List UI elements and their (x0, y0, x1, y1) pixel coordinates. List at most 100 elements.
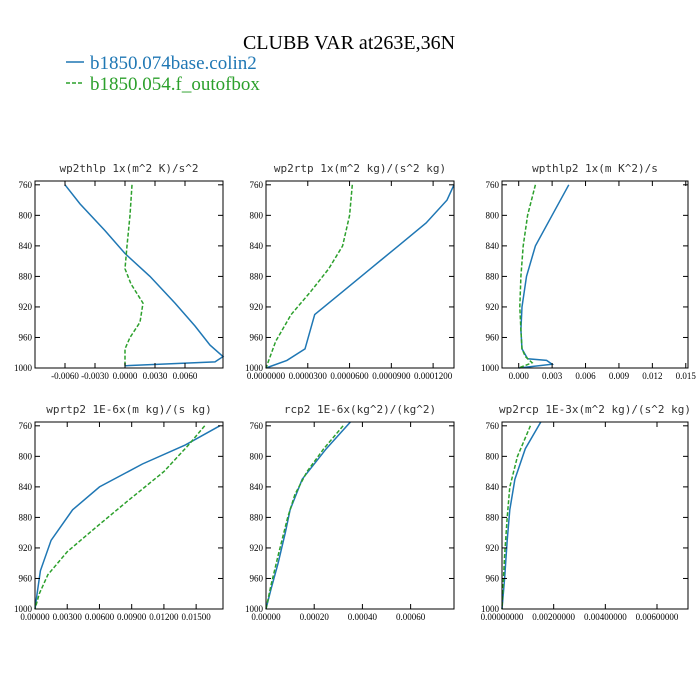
y-tick-label: 880 (250, 271, 264, 281)
x-tick-label: 0.009 (609, 371, 630, 381)
panel-title: wprtp2 1E-6x(m kg)/(s kg) (46, 403, 212, 416)
x-tick-label: 0.0000300 (289, 371, 328, 381)
x-tick-label: -0.0060 (51, 371, 79, 381)
x-tick-label: 0.0060 (173, 371, 198, 381)
plot-frame (501, 180, 689, 369)
y-tick-label: 960 (250, 332, 264, 342)
y-tick-label: 960 (19, 332, 33, 342)
x-tick-label: 0.0001200 (414, 371, 453, 381)
y-tick-label: 880 (19, 512, 33, 522)
y-tick-label: 880 (19, 271, 33, 281)
panel-title: wp2rtp 1x(m^2 kg)/(s^2 kg) (274, 162, 446, 175)
y-tick-label: 800 (19, 210, 33, 220)
series-line-1 (265, 184, 455, 369)
y-tick-label: 920 (250, 543, 264, 553)
y-tick-label: 800 (19, 451, 33, 461)
x-tick-label: -0.0030 (81, 371, 109, 381)
x-tick-label: 0.012 (642, 371, 662, 381)
x-tick-label: 0.00060 (396, 612, 426, 622)
y-tick-label: 800 (486, 451, 500, 461)
panel-6: wp2rcp 1E-3x(m^2 kg)/(s^2 kg) 760 800 840 88… (481, 403, 691, 622)
panel-4: wprtp2 1E-6x(m kg)/(s kg) 760 800 840 880 920… (14, 403, 224, 622)
x-tick-label: 0.006 (575, 371, 596, 381)
y-tick-label: 920 (486, 543, 500, 553)
x-tick-label: 0.00020 (300, 612, 330, 622)
series-line-2 (501, 425, 532, 610)
y-tick-label: 800 (250, 210, 264, 220)
series-line-1 (518, 184, 570, 369)
x-tick-label: 0.00200000 (532, 612, 575, 622)
panels: wp2thlp 1x(m^2 K)/s^2 760 800 840 880 920 960 1… (14, 162, 696, 622)
plot-frame (34, 421, 224, 610)
x-tick-label: 0.00300 (53, 612, 83, 622)
legend-label-2: b1850.054.f_outofbox (90, 74, 260, 95)
y-tick-label: 920 (486, 302, 500, 312)
y-tick-label: 760 (250, 421, 264, 431)
legend-item-1: b1850.074base.colin2 (66, 53, 257, 74)
x-tick-label: 0.000 (509, 371, 530, 381)
plot-frame (265, 180, 455, 369)
x-tick-label: 0.01200 (149, 612, 179, 622)
panel-2: wp2rtp 1x(m^2 kg)/(s^2 kg) 760 800 840 880 92… (245, 162, 455, 381)
y-tick-label: 960 (486, 573, 500, 583)
panel-1: wp2thlp 1x(m^2 K)/s^2 760 800 840 880 920 960 1… (14, 162, 225, 381)
x-tick-label: 0.003 (542, 371, 563, 381)
x-tick-label: 0.015 (676, 371, 697, 381)
series-line-2 (34, 425, 206, 610)
y-tick-label: 1000 (481, 363, 500, 373)
y-tick-label: 920 (19, 543, 33, 553)
y-tick-label: 840 (19, 482, 33, 492)
y-tick-label: 1000 (245, 363, 264, 373)
x-tick-label: 0.0000900 (372, 371, 411, 381)
y-tick-label: 1000 (245, 604, 264, 614)
x-tick-label: 0.0000600 (330, 371, 369, 381)
plot-frame (501, 421, 689, 610)
y-tick-label: 800 (250, 451, 264, 461)
panel-title: wp2thlp 1x(m^2 K)/s^2 (59, 162, 198, 175)
series-line-2 (265, 425, 344, 610)
series-line-2 (518, 184, 537, 369)
series-line-1 (34, 425, 221, 610)
y-tick-label: 760 (19, 421, 33, 431)
x-tick-label: 0.00000 (251, 612, 281, 622)
plot-frame (34, 180, 224, 369)
panel-title: rcp2 1E-6x(kg^2)/(kg^2) (284, 403, 436, 416)
legend-item-2: b1850.054.f_outofbox (66, 74, 260, 95)
series-line-2 (124, 184, 144, 368)
y-tick-label: 1000 (14, 363, 33, 373)
y-tick-label: 760 (486, 180, 500, 190)
y-tick-label: 840 (19, 241, 33, 251)
x-tick-label: 0.00600 (85, 612, 115, 622)
x-tick-label: 0.00040 (348, 612, 378, 622)
x-tick-label: 0.0030 (143, 371, 168, 381)
y-tick-label: 880 (250, 512, 264, 522)
y-tick-label: 840 (486, 241, 500, 251)
x-tick-label: 0.00000000 (481, 612, 524, 622)
y-tick-label: 760 (486, 421, 500, 431)
x-tick-label: 0.01500 (182, 612, 212, 622)
y-tick-label: 800 (486, 210, 500, 220)
series-line-2 (265, 184, 354, 369)
x-tick-label: 0.00400000 (584, 612, 627, 622)
y-tick-label: 960 (250, 573, 264, 583)
y-tick-label: 960 (486, 332, 500, 342)
panel-5: rcp2 1E-6x(kg^2)/(kg^2) 760 800 840 880 920 96… (245, 403, 455, 622)
x-tick-label: 0.00000 (20, 612, 50, 622)
x-tick-label: 0.00600000 (636, 612, 679, 622)
panel-title: wpthlp2 1x(m K^2)/s (532, 162, 658, 175)
y-tick-label: 1000 (14, 604, 33, 614)
y-tick-label: 840 (486, 482, 500, 492)
x-tick-label: 0.0000000 (247, 371, 286, 381)
y-tick-label: 840 (250, 241, 264, 251)
figure-title: CLUBB VAR at263E,36N (243, 32, 455, 54)
panel-3: wpthlp2 1x(m K^2)/s 760 800 840 880 920 960 100… (481, 162, 696, 381)
y-tick-label: 960 (19, 573, 33, 583)
y-tick-label: 920 (19, 302, 33, 312)
y-tick-label: 920 (250, 302, 264, 312)
y-tick-label: 880 (486, 512, 500, 522)
legend-label-1: b1850.074base.colin2 (90, 53, 257, 74)
y-tick-label: 840 (250, 482, 264, 492)
x-tick-label: 0.0000 (113, 371, 138, 381)
series-line-1 (265, 421, 351, 610)
